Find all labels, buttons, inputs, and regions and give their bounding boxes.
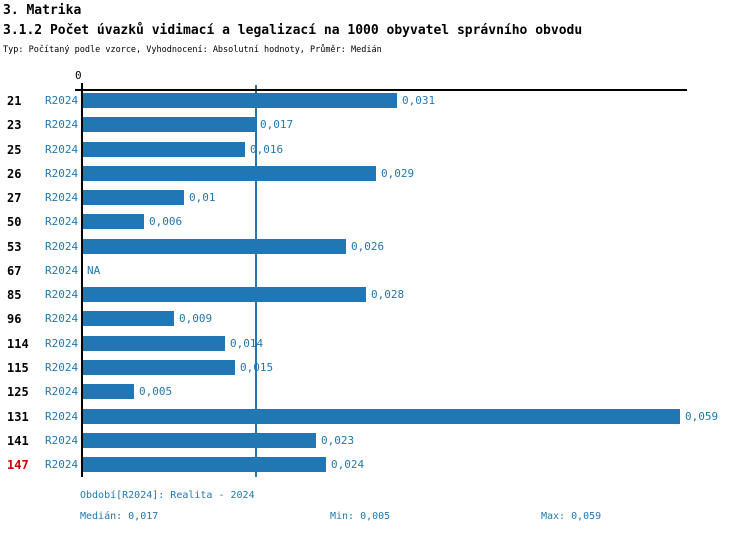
bar-value-label: 0,015 <box>240 361 274 374</box>
bar-value-label: 0,024 <box>331 458 365 471</box>
bar <box>83 214 144 229</box>
page-title: 3. Matrika <box>3 3 82 18</box>
row-category-label: 50 <box>7 215 22 229</box>
min-stat: Min: 0,005 <box>330 511 391 522</box>
row-period-label: R2024 <box>45 361 79 374</box>
bar-value-label: NA <box>87 264 101 277</box>
period-note: Období[R2024]: Realita - 2024 <box>80 490 255 501</box>
bar <box>83 93 397 108</box>
row-period-label: R2024 <box>45 312 79 325</box>
row-category-label: 53 <box>7 240 22 254</box>
x-axis-origin-label: 0 <box>75 69 82 82</box>
chart-title: 3.1.2 Počet úvazků vidimací a legalizací… <box>3 23 583 38</box>
max-stat: Max: 0,059 <box>541 511 602 522</box>
bar <box>83 166 376 181</box>
row-category-label: 147 <box>7 458 29 472</box>
row-period-label: R2024 <box>45 337 79 350</box>
bar-value-label: 0,005 <box>139 385 173 398</box>
row-category-label: 141 <box>7 434 29 448</box>
bar-value-label: 0,014 <box>230 337 264 350</box>
bar-value-label: 0,016 <box>250 143 284 156</box>
row-period-label: R2024 <box>45 191 79 204</box>
bar <box>83 336 225 351</box>
row-category-label: 125 <box>7 385 29 399</box>
bar <box>83 384 134 399</box>
row-period-label: R2024 <box>45 264 79 277</box>
bar-value-label: 0,031 <box>402 94 436 107</box>
row-category-label: 131 <box>7 410 29 424</box>
bar <box>83 311 174 326</box>
row-category-label: 85 <box>7 288 22 302</box>
bar <box>83 117 255 132</box>
row-category-label: 114 <box>7 337 29 351</box>
row-period-label: R2024 <box>45 385 79 398</box>
bar-value-label: 0,006 <box>149 215 183 228</box>
median-reference-line <box>255 85 257 477</box>
bar <box>83 360 235 375</box>
bar-value-label: 0,017 <box>260 118 294 131</box>
bar-value-label: 0,028 <box>371 288 405 301</box>
bar-value-label: 0,029 <box>381 167 415 180</box>
row-category-label: 27 <box>7 191 22 205</box>
row-period-label: R2024 <box>45 240 79 253</box>
row-category-label: 67 <box>7 264 22 278</box>
row-period-label: R2024 <box>45 143 79 156</box>
row-period-label: R2024 <box>45 167 79 180</box>
bar-value-label: 0,01 <box>189 191 216 204</box>
row-period-label: R2024 <box>45 215 79 228</box>
row-category-label: 25 <box>7 143 22 157</box>
bar-value-label: 0,009 <box>179 312 213 325</box>
chart-meta-line: Typ: Počítaný podle vzorce, Vyhodnocení:… <box>3 45 382 55</box>
row-period-label: R2024 <box>45 458 79 471</box>
row-category-label: 21 <box>7 94 22 108</box>
row-period-label: R2024 <box>45 288 79 301</box>
row-period-label: R2024 <box>45 118 79 131</box>
bar <box>83 190 184 205</box>
x-axis-line <box>75 89 687 91</box>
row-period-label: R2024 <box>45 94 79 107</box>
row-category-label: 115 <box>7 361 29 375</box>
row-category-label: 96 <box>7 312 22 326</box>
median-stat: Medián: 0,017 <box>80 511 159 522</box>
bar <box>83 142 245 157</box>
row-period-label: R2024 <box>45 434 79 447</box>
row-category-label: 26 <box>7 167 22 181</box>
bar <box>83 457 326 472</box>
bar <box>83 433 316 448</box>
row-period-label: R2024 <box>45 410 79 423</box>
bar-value-label: 0,059 <box>685 410 719 423</box>
y-axis-line <box>81 83 83 477</box>
bar <box>83 239 346 254</box>
bar <box>83 409 680 424</box>
row-category-label: 23 <box>7 118 22 132</box>
bar-value-label: 0,026 <box>351 240 385 253</box>
bar <box>83 287 366 302</box>
bar-value-label: 0,023 <box>321 434 355 447</box>
